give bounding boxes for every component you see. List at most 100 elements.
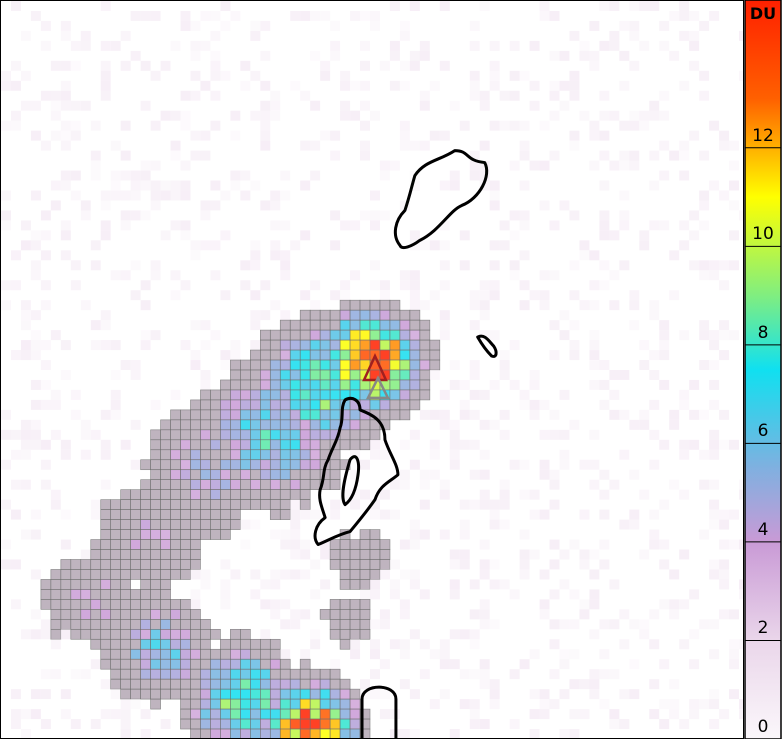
so2-pixel — [230, 479, 241, 490]
so2-pixel — [589, 429, 600, 440]
so2-pixel — [210, 429, 221, 441]
so2-pixel — [499, 369, 510, 380]
so2-pixel — [429, 649, 440, 660]
so2-pixel — [220, 469, 231, 481]
so2-pixel — [110, 569, 121, 580]
so2-pixel — [479, 609, 490, 620]
so2-pixel — [449, 549, 460, 560]
so2-pixel — [709, 399, 720, 410]
so2-pixel — [489, 120, 500, 131]
so2-pixel — [230, 429, 241, 441]
so2-pixel — [90, 719, 101, 730]
so2-pixel — [559, 689, 570, 700]
so2-pixel — [90, 609, 102, 620]
so2-pixel — [170, 479, 181, 490]
so2-pixel — [140, 599, 151, 610]
so2-pixel — [279, 419, 291, 431]
so2-pixel — [689, 260, 700, 271]
so2-pixel — [190, 479, 201, 490]
so2-pixel — [60, 599, 72, 610]
so2-pixel — [699, 619, 710, 630]
so2-pixel — [279, 399, 291, 411]
so2-pixel — [279, 379, 291, 391]
so2-pixel — [379, 569, 390, 580]
so2-pixel — [310, 100, 321, 111]
so2-pixel — [240, 459, 251, 471]
so2-pixel — [549, 150, 560, 161]
so2-pixel — [339, 688, 351, 700]
so2-pixel — [659, 340, 670, 351]
so2-pixel — [679, 140, 690, 151]
so2-pixel — [419, 140, 430, 151]
so2-pixel — [210, 399, 221, 411]
so2-pixel — [469, 90, 480, 101]
so2-pixel — [689, 409, 700, 420]
so2-pixel — [429, 130, 440, 141]
so2-pixel — [469, 70, 480, 81]
so2-pixel — [180, 190, 191, 201]
so2-pixel — [10, 429, 21, 440]
so2-pixel — [379, 509, 390, 520]
so2-pixel — [289, 459, 301, 471]
so2-pixel — [100, 709, 111, 720]
so2-pixel — [220, 599, 231, 610]
so2-pixel — [120, 529, 131, 540]
so2-pixel — [80, 200, 91, 211]
so2-pixel — [619, 369, 630, 380]
so2-pixel — [140, 658, 151, 670]
so2-pixel — [569, 340, 580, 351]
so2-pixel — [299, 728, 311, 738]
so2-pixel — [289, 389, 301, 401]
so2-pixel — [100, 320, 111, 331]
so2-pixel — [220, 509, 231, 520]
so2-pixel — [260, 668, 271, 680]
so2-pixel — [210, 708, 221, 720]
so2-pixel — [459, 519, 470, 530]
so2-pixel — [170, 638, 181, 650]
so2-pixel — [230, 569, 241, 580]
so2-pixel — [339, 698, 351, 710]
so2-pixel — [1, 190, 11, 201]
so2-pixel — [619, 160, 630, 171]
so2-pixel — [280, 619, 291, 630]
so2-pixel — [709, 180, 720, 191]
so2-pixel — [589, 300, 600, 311]
so2-pixel — [130, 170, 141, 181]
so2-pixel — [299, 469, 311, 481]
so2-pixel — [329, 329, 341, 341]
so2-pixel — [499, 499, 510, 510]
so2-pixel — [369, 319, 381, 331]
so2-pixel — [529, 489, 540, 500]
so2-pixel — [659, 719, 670, 730]
so2-pixel — [409, 1, 420, 11]
so2-pixel — [279, 499, 291, 510]
so2-pixel — [399, 130, 410, 141]
so2-pixel — [329, 469, 341, 481]
so2-pixel — [280, 260, 291, 271]
so2-pixel — [289, 359, 301, 371]
so2-pixel — [160, 489, 171, 500]
so2-pixel — [459, 559, 470, 570]
so2-pixel — [360, 60, 371, 71]
so2-pixel — [260, 369, 271, 381]
so2-pixel — [489, 619, 500, 630]
so2-pixel — [330, 50, 341, 61]
so2-pixel — [459, 629, 470, 640]
so2-pixel — [50, 110, 61, 121]
so2-pixel — [250, 340, 261, 351]
so2-pixel — [269, 489, 281, 500]
so2-pixel — [339, 329, 351, 341]
so2-pixel — [250, 449, 261, 461]
so2-pixel — [180, 628, 191, 640]
so2-pixel — [589, 629, 600, 640]
so2-pixel — [659, 40, 670, 51]
so2-pixel — [519, 250, 530, 261]
so2-pixel — [130, 260, 141, 271]
so2-pixel — [659, 659, 670, 670]
so2-pixel — [240, 698, 251, 710]
so2-pixel — [729, 659, 740, 670]
so2-pixel — [140, 459, 151, 471]
so2-pixel — [260, 389, 271, 401]
so2-pixel — [70, 609, 82, 620]
so2-pixel — [10, 120, 21, 131]
